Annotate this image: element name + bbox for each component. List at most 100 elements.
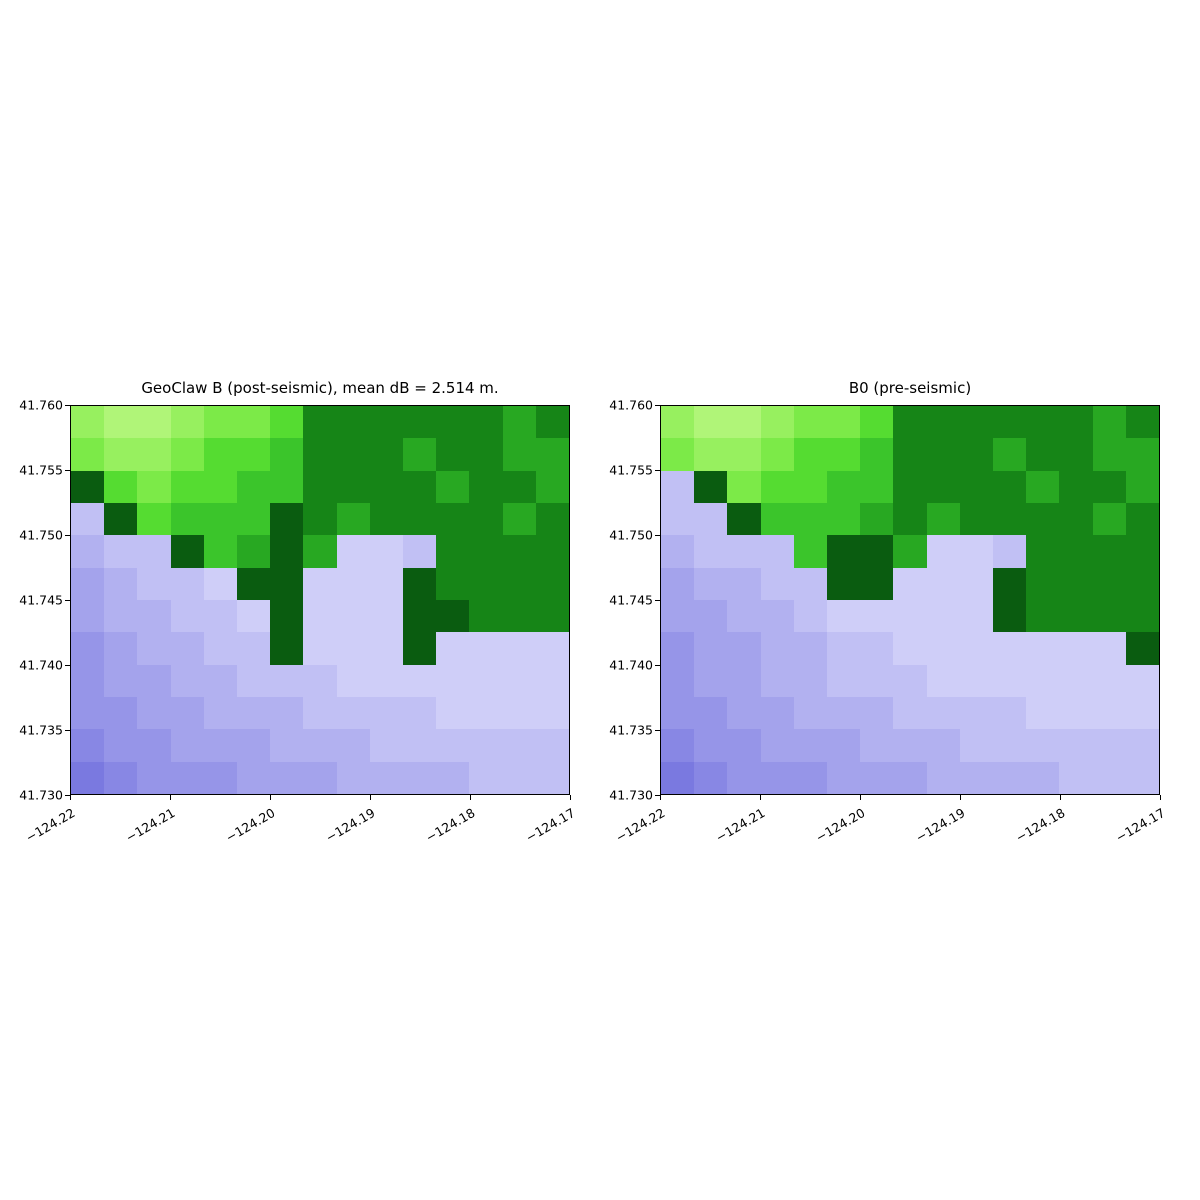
heatmap-cell [727,567,761,600]
heatmap-cell [1092,696,1126,730]
heatmap-cell [827,438,861,471]
heatmap-cell [893,664,927,697]
heatmap-cell [827,567,861,600]
heatmap-cell [926,696,960,730]
heatmap-cell [959,470,993,503]
heatmap-cell [303,632,337,665]
heatmap-cell [1125,470,1159,503]
heatmap-cell [403,599,437,633]
heatmap-cell [502,664,536,697]
heatmap-cell [369,632,403,665]
x-tick-mark [1059,795,1061,800]
heatmap-cell [104,406,138,439]
heatmap-cell [727,470,761,503]
y-tick-label: 41.745 [19,592,63,608]
y-tick-label: 41.740 [609,657,653,673]
heatmap-cell [203,470,237,503]
heatmap-cell [1092,632,1126,665]
heatmap-cell [137,696,171,730]
heatmap-cell [959,535,993,568]
heatmap-cell [827,632,861,665]
heatmap-cell [71,599,105,633]
heatmap-cell [893,599,927,633]
y-tick-label: 41.760 [19,397,63,413]
heatmap-cell [535,406,569,439]
heatmap-cell [727,696,761,730]
y-tick-mark [655,664,660,666]
heatmap-cell [959,664,993,697]
heatmap-cell [926,438,960,471]
y-tick-mark [65,534,70,536]
heatmap-cell [926,761,960,794]
heatmap-cell [303,729,337,762]
y-tick-label: 41.745 [609,592,653,608]
heatmap-cell [203,729,237,762]
heatmap-cell [793,567,827,600]
heatmap-cell [1059,599,1093,633]
heatmap-cell [469,567,503,600]
heatmap-cell [436,470,470,503]
heatmap-cell [502,438,536,471]
heatmap-cell [694,406,728,439]
heatmap-cell [502,470,536,503]
heatmap-cell [104,535,138,568]
heatmap-cell [403,406,437,439]
heatmap-cell [860,567,894,600]
x-tick-mark [69,795,71,800]
heatmap-cell [303,406,337,439]
heatmap-cell [893,470,927,503]
heatmap-cell [403,761,437,794]
y-tick-mark [65,469,70,471]
heatmap-cell [104,599,138,633]
heatmap-cell [860,438,894,471]
heatmap-cell [793,761,827,794]
heatmap-cell [403,502,437,536]
heatmap-cell [104,761,138,794]
heatmap-grid [661,406,1159,794]
heatmap-cell [436,632,470,665]
x-tick-mark [469,795,471,800]
heatmap-cell [860,535,894,568]
heatmap-cell [403,470,437,503]
heatmap-cell [959,729,993,762]
heatmap-cell [303,696,337,730]
heatmap-cell [137,761,171,794]
heatmap-cell [1059,567,1093,600]
x-tick-label: −124.21 [123,805,178,846]
heatmap-cell [1125,567,1159,600]
heatmap-cell [170,438,204,471]
heatmap-cell [336,664,370,697]
heatmap-cell [959,696,993,730]
heatmap-cell [535,502,569,536]
heatmap-cell [1059,502,1093,536]
y-tick-label: 41.760 [609,397,653,413]
heatmap-cell [661,535,695,568]
heatmap-cell [1059,438,1093,471]
heatmap-cell [760,438,794,471]
heatmap-cell [237,406,271,439]
y-tick-label: 41.750 [19,527,63,543]
heatmap-cell [237,438,271,471]
heatmap-cell [137,599,171,633]
heatmap-cell [694,761,728,794]
heatmap-cell [993,502,1027,536]
x-tick-mark [659,795,661,800]
heatmap-cell [270,599,304,633]
heatmap-cell [1026,696,1060,730]
heatmap-cell [1125,632,1159,665]
heatmap-cell [71,632,105,665]
heatmap-cell [1026,664,1060,697]
heatmap-cell [959,438,993,471]
heatmap-cell [104,567,138,600]
heatmap-cell [436,729,470,762]
heatmap-cell [860,470,894,503]
heatmap-cell [760,599,794,633]
heatmap-cell [727,632,761,665]
heatmap-cell [336,470,370,503]
heatmap-cell [793,664,827,697]
heatmap-cell [303,438,337,471]
heatmap-cell [926,470,960,503]
heatmap-cell [303,567,337,600]
heatmap-cell [237,632,271,665]
